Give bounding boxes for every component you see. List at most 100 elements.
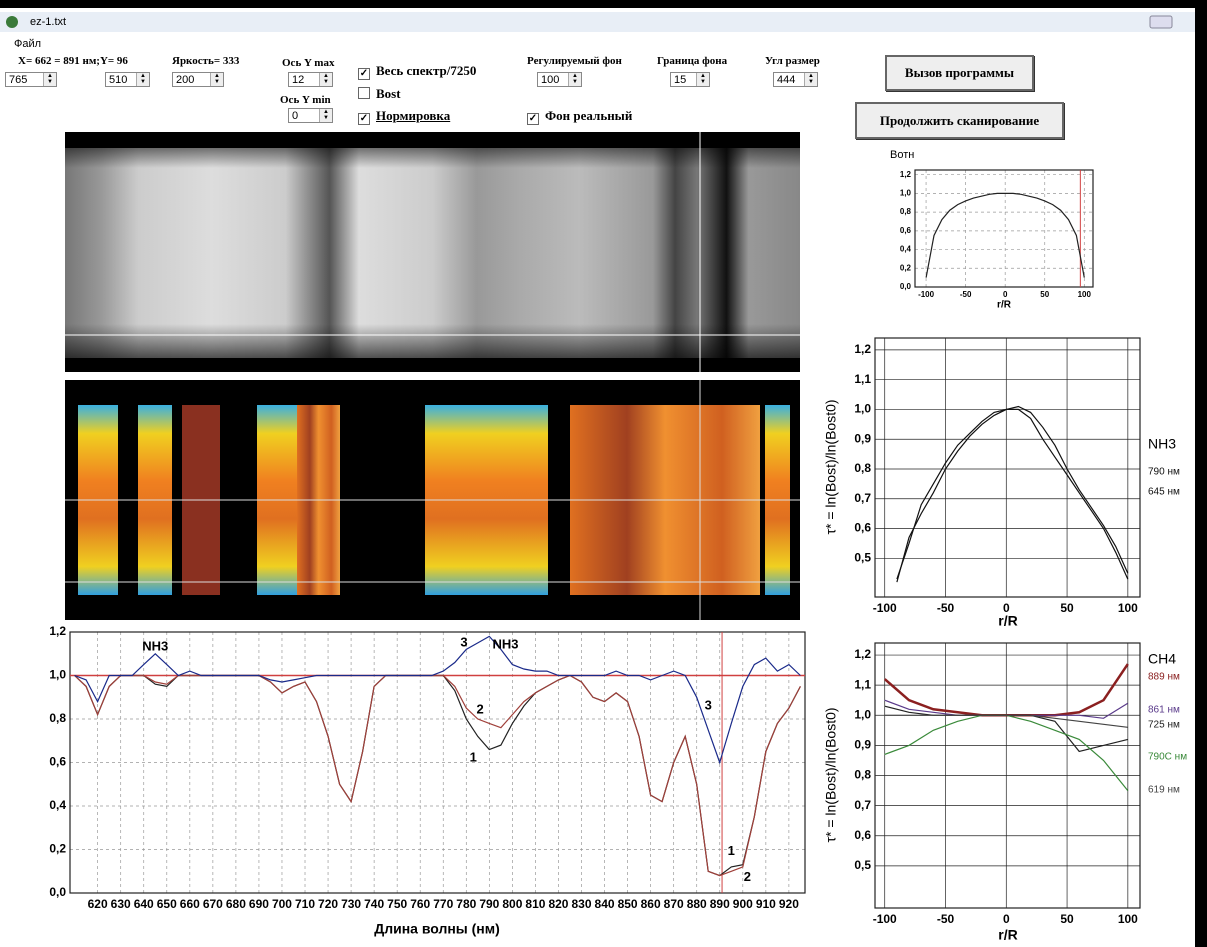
plot-frame [874, 337, 1141, 598]
y-tick-label: 1,0 [854, 402, 871, 416]
spinner-arrows[interactable]: ▲ ▼ [319, 73, 332, 86]
spinner-label: Яркость= 333 [172, 55, 240, 67]
y-tick-label: 0,8 [854, 768, 871, 782]
x-tick-label: 50 [1040, 290, 1049, 299]
spinner[interactable]: 12 ▲ ▼ [288, 72, 333, 87]
annotation: 3 [705, 697, 712, 712]
annotation: NH3 [142, 639, 168, 654]
spinner-value: 15 [674, 74, 687, 86]
menu-item[interactable]: Файл [14, 38, 41, 50]
x-tick-label: 730 [341, 897, 361, 911]
checkbox-label: Bost [376, 86, 401, 101]
minimize-button[interactable] [1149, 15, 1173, 29]
annotation: 1 [728, 843, 735, 858]
x-tick-label: 910 [756, 897, 776, 911]
legend-entry: 790 нм [1148, 467, 1180, 478]
y-tick-label: 0,9 [854, 738, 871, 752]
series-line [925, 192, 1085, 278]
y-tick-label: 0,8 [900, 207, 912, 216]
spinner[interactable]: 200 ▲ ▼ [172, 72, 224, 87]
y-tick-label: 0,5 [854, 550, 871, 564]
legend-entry: 645 нм [1148, 487, 1180, 498]
spinner-arrows[interactable]: ▲ ▼ [319, 109, 332, 122]
annotation: NH3 [492, 636, 518, 651]
spinner-value: 0 [292, 110, 299, 122]
spinner-arrows[interactable]: ▲ ▼ [696, 73, 709, 86]
spinner[interactable]: 0 ▲ ▼ [288, 108, 333, 123]
plot-frame [69, 631, 806, 894]
y-tick-label: 0,5 [854, 858, 871, 872]
y-tick-label: 1,2 [854, 647, 871, 661]
spinner-arrows[interactable]: ▲ ▼ [210, 73, 223, 86]
x-tick-label: -100 [873, 601, 897, 615]
spinner-value: 510 [109, 74, 128, 86]
spinner[interactable]: 15 ▲ ▼ [670, 72, 710, 87]
spinner-label: Регулируемый фон [527, 55, 622, 67]
y-tick-label: 1,0 [854, 707, 871, 721]
checkbox-box[interactable] [358, 113, 370, 125]
checkbox[interactable]: Фон реальный [527, 108, 632, 125]
spinner[interactable]: 510 ▲ ▼ [105, 72, 150, 87]
spinner-value: 100 [541, 74, 560, 86]
spinner-value: 444 [777, 74, 796, 86]
spinner-arrows[interactable]: ▲ ▼ [43, 73, 56, 86]
y-tick-label: 0,8 [854, 461, 871, 475]
y-tick-label: 0,6 [854, 828, 871, 842]
legend-title: NH3 [1148, 436, 1176, 452]
x-tick-label: 0 [1003, 290, 1008, 299]
x-tick-label: 850 [618, 897, 638, 911]
x-tick-label: 690 [249, 897, 269, 911]
x-tick-label: 870 [664, 897, 684, 911]
x-tick-label: 780 [456, 897, 476, 911]
x-tick-label: 620 [88, 897, 108, 911]
annotation: 3 [460, 634, 467, 649]
checkbox[interactable]: Bost [358, 86, 401, 102]
spinner-arrows[interactable]: ▲ ▼ [568, 73, 581, 86]
x-tick-label: 710 [295, 897, 315, 911]
x-axis-label: r/R [997, 300, 1012, 311]
series-line [896, 408, 1129, 583]
checkbox-box[interactable] [527, 113, 539, 125]
checkbox-box[interactable] [358, 68, 370, 80]
x-tick-label: 660 [180, 897, 200, 911]
y-axis-label: τ* = ln(Bost)/ln(Bost0) [823, 707, 839, 842]
y-tick-label: 0,6 [49, 755, 66, 769]
series-line [896, 405, 1129, 580]
y-tick-label: 0,0 [900, 282, 912, 291]
x-tick-label: 100 [1078, 290, 1092, 299]
checkbox[interactable]: Нормировка [358, 108, 450, 125]
x-tick-label: 100 [1118, 912, 1138, 926]
y-tick-label: 1,1 [854, 372, 871, 386]
y-tick-label: 1,2 [900, 170, 912, 179]
x-tick-label: 790 [479, 897, 499, 911]
y-tick-label: 1,0 [49, 668, 66, 682]
legend-entry: 889 нм [1148, 672, 1180, 683]
x-tick-label: 50 [1060, 912, 1074, 926]
annotation: 2 [744, 869, 751, 884]
series-line [884, 714, 1128, 728]
x-tick-label: 740 [364, 897, 384, 911]
button[interactable]: Продолжить сканирование [855, 102, 1064, 139]
spinner-arrows[interactable]: ▲ ▼ [136, 73, 149, 86]
checkbox[interactable]: Весь спектр/7250 [358, 63, 476, 80]
x-tick-label: 920 [779, 897, 799, 911]
spinner[interactable]: 444 ▲ ▼ [773, 72, 818, 87]
spinner[interactable]: 100 ▲ ▼ [537, 72, 582, 87]
x-tick-label: 640 [134, 897, 154, 911]
checkbox-label: Весь спектр/7250 [376, 63, 477, 78]
x-axis-label: r/R [998, 927, 1017, 943]
checkbox-label: Нормировка [376, 108, 451, 123]
spinner-arrows[interactable]: ▲ ▼ [804, 73, 817, 86]
x-tick-label: 650 [157, 897, 177, 911]
spinner[interactable]: 765 ▲ ▼ [5, 72, 57, 87]
x-tick-label: 840 [595, 897, 615, 911]
button[interactable]: Вызов программы [885, 55, 1034, 91]
top-border [0, 0, 1207, 8]
checkbox-box[interactable] [358, 87, 370, 99]
y-tick-label: 0,9 [854, 431, 871, 445]
x-tick-label: 820 [548, 897, 568, 911]
x-tick-label: -50 [960, 290, 972, 299]
x-tick-label: 770 [433, 897, 453, 911]
